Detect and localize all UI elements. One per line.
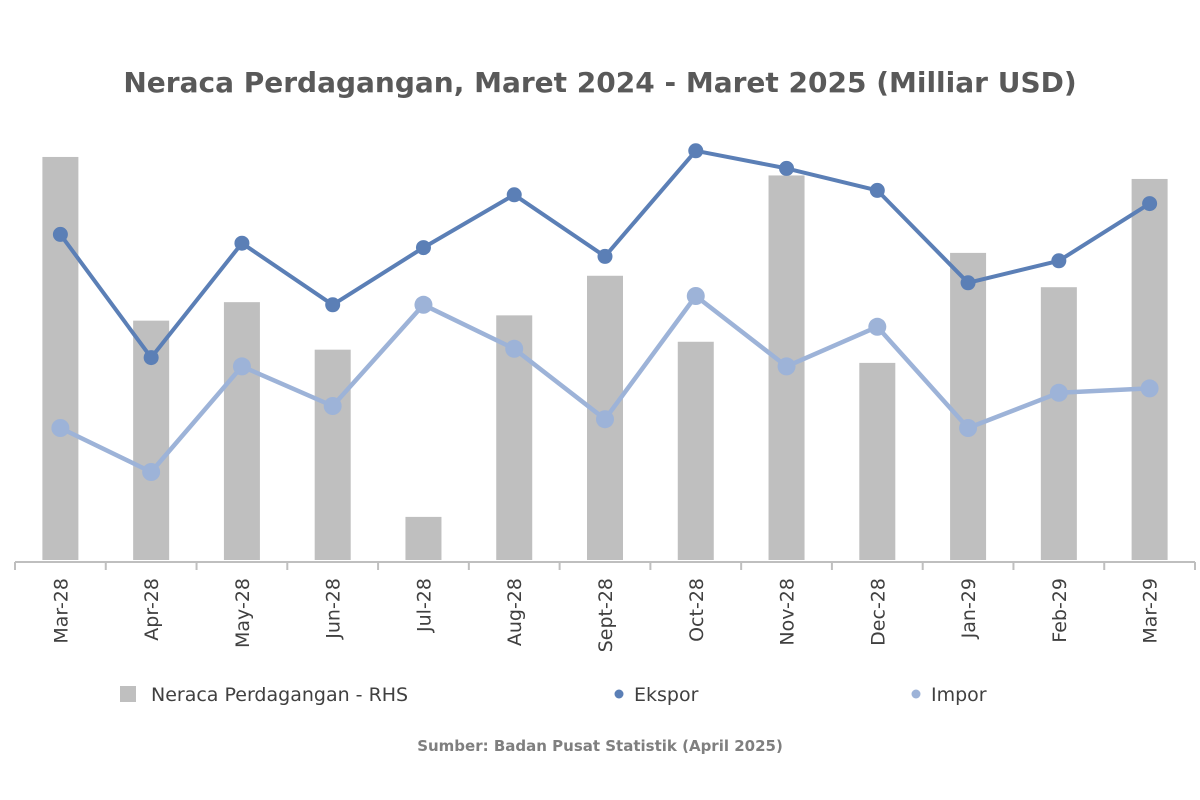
bar-May-28 [223,302,260,560]
point-impor-May-28 [232,357,251,376]
point-impor-Nov-28 [777,357,796,376]
bar-Jan-29 [950,252,987,560]
point-ekspor-Mar-29 [1142,196,1158,212]
point-impor-Aug-28 [505,339,524,358]
x-tick-label: Mar-29 [1140,578,1162,644]
chart-title: Neraca Perdagangan, Maret 2024 - Maret 2… [123,66,1077,99]
point-ekspor-Feb-29 [1051,253,1067,269]
point-ekspor-Aug-28 [506,187,522,203]
point-ekspor-Oct-28 [688,143,704,159]
point-impor-Sept-28 [596,410,614,429]
point-ekspor-Mar-28 [52,226,68,242]
x-tick-label: Dec-28 [867,578,889,646]
x-tick-label: Oct-28 [686,578,708,642]
legend-label-neraca: Neraca Perdagangan - RHS [151,684,408,706]
legend-marker-ekspor [614,689,624,699]
bar-Jul-28 [405,516,442,560]
point-ekspor-Dec-28 [869,182,885,198]
point-ekspor-Sept-28 [597,248,613,264]
x-tick-label: Apr-28 [141,578,163,641]
x-tick-label: May-28 [232,578,254,648]
point-ekspor-Jan-29 [960,275,976,291]
x-tick-label: Sept-28 [595,578,617,652]
point-ekspor-Nov-28 [779,160,795,176]
point-impor-Oct-28 [686,287,705,305]
x-tick-label: Aug-28 [504,578,526,646]
bar-Mar-29 [1131,178,1168,560]
bar-Jun-28 [314,349,351,560]
point-impor-Jan-29 [959,419,978,437]
point-ekspor-Apr-28 [143,350,159,366]
bar-Feb-29 [1040,287,1077,560]
x-tick-label: Jun-28 [323,578,345,640]
legend-marker-impor [911,689,921,699]
x-tick-label: Nov-28 [777,578,799,646]
bar-Mar-28 [42,156,79,560]
x-tick-label: Jan-29 [958,578,980,639]
bars-layer [42,156,1168,560]
point-ekspor-Jul-28 [415,240,431,256]
x-tick-labels: Mar-28 Apr-28 May-28 Jun-28 Jul-28 Aug-28 Sept… [50,578,1161,652]
lines-layer [51,143,1159,481]
x-axis [14,561,1196,570]
point-impor-Apr-28 [142,463,161,481]
legend: Neraca Perdagangan - RHS Ekspor Impor [120,684,987,706]
point-ekspor-May-28 [234,235,250,251]
point-impor-Mar-28 [51,419,70,437]
point-impor-Jun-28 [323,397,342,415]
point-ekspor-Jun-28 [325,297,341,313]
point-impor-Feb-29 [1049,383,1068,402]
legend-label-impor: Impor [931,684,987,706]
x-tick-label: Mar-28 [50,578,72,644]
x-tick-label: Jul-28 [413,578,435,633]
legend-swatch-bar [120,686,136,702]
legend-label-ekspor: Ekspor [634,684,699,706]
point-impor-Mar-29 [1140,379,1159,398]
bar-Dec-28 [859,362,896,560]
point-impor-Dec-28 [868,317,887,336]
point-impor-Jul-28 [414,295,433,314]
source-note: Sumber: Badan Pusat Statistik (April 202… [417,737,783,755]
bar-Oct-28 [677,341,714,560]
x-tick-label: Feb-29 [1049,578,1071,643]
